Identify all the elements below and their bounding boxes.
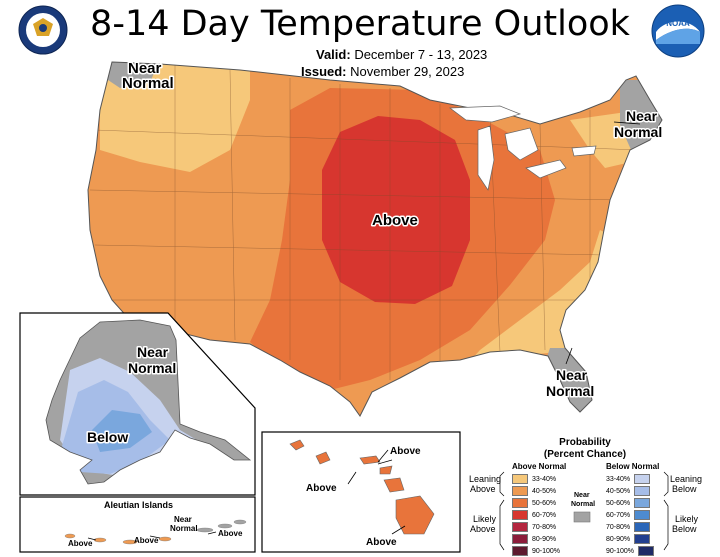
label-aleutian-above-3: Above bbox=[218, 529, 243, 538]
label-near-normal-se-1: Near bbox=[556, 367, 588, 383]
legend-above-bin-label: 40-50% bbox=[532, 487, 557, 495]
legend-near-normal-2: Normal bbox=[571, 501, 595, 508]
legend-above-bin-swatch bbox=[512, 474, 528, 484]
legend-below-bin-row: 90-100% bbox=[606, 546, 655, 556]
legend-above-header: Above Normal bbox=[512, 462, 567, 471]
legend-above-bin-row: 40-50% bbox=[512, 486, 557, 496]
legend-near-normal-1: Near bbox=[574, 492, 590, 499]
legend-below-bin-label: 40-50% bbox=[606, 487, 631, 495]
legend-above-bin-swatch bbox=[512, 546, 528, 556]
great-lakes bbox=[449, 105, 597, 191]
legend-likely-below-1: Likely bbox=[675, 514, 699, 524]
legend-below-bin-label: 80-90% bbox=[606, 535, 631, 543]
legend-below-bin-row: 50-60% bbox=[606, 498, 651, 508]
label-near-normal-nw-2: Normal bbox=[122, 75, 174, 92]
label-hawaii-above-2: Above bbox=[306, 483, 337, 494]
legend-above-bin-row: 60-70% bbox=[512, 510, 557, 520]
noaa-logo: NOAA bbox=[651, 4, 705, 58]
legend-above-bin-label: 50-60% bbox=[532, 499, 557, 507]
legend-leaning-below-2: Below bbox=[672, 484, 697, 494]
legend-below-bin-swatch bbox=[634, 498, 651, 508]
hawaii-inset bbox=[261, 431, 461, 553]
legend-below-bin-label: 60-70% bbox=[606, 511, 631, 519]
label-alaska-below: Below bbox=[87, 429, 128, 445]
label-alaska-near-normal-2: Normal bbox=[128, 360, 176, 376]
legend-above-bin-swatch bbox=[512, 522, 528, 532]
aleutian-inset bbox=[19, 496, 256, 553]
legend-above-bin-swatch bbox=[512, 510, 528, 520]
label-aleutian-near-normal-1: Near bbox=[174, 515, 192, 524]
legend-title-line-1: Probability bbox=[559, 437, 611, 448]
legend-below-bin-swatch bbox=[634, 474, 651, 484]
legend-below-bin-swatch bbox=[634, 534, 651, 544]
label-hawaii-above-3: Above bbox=[366, 537, 397, 548]
valid-value: December 7 - 13, 2023 bbox=[354, 47, 488, 62]
legend-above-bin-row: 33-40% bbox=[512, 474, 557, 484]
legend-likely-above-2: Above bbox=[470, 524, 496, 534]
legend-above-bin-swatch bbox=[512, 534, 528, 544]
legend-above-bin-row: 90-100% bbox=[512, 546, 561, 556]
legend-above-bin-label: 60-70% bbox=[532, 511, 557, 519]
legend-below-bin-label: 33-40% bbox=[606, 475, 631, 483]
legend-below-bin-label: 70-80% bbox=[606, 523, 631, 531]
issued-label: Issued: bbox=[301, 64, 347, 79]
alaska-inset bbox=[19, 312, 256, 496]
legend-likely-below-2: Below bbox=[672, 524, 697, 534]
legend-below-bin-swatch bbox=[638, 546, 655, 556]
legend-above-bin-label: 90-100% bbox=[532, 547, 561, 555]
legend-likely-above-1: Likely bbox=[473, 514, 497, 524]
label-aleutian-title: Aleutian Islands bbox=[104, 500, 173, 510]
legend-leaning-below-1: Leaning bbox=[670, 474, 702, 484]
label-near-normal-ne-2: Normal bbox=[614, 124, 662, 140]
label-alaska-near-normal-1: Near bbox=[137, 344, 169, 360]
label-aleutian-above-2: Above bbox=[134, 536, 159, 545]
legend-below-bin-label: 50-60% bbox=[606, 499, 631, 507]
legend-above-bin-swatch bbox=[512, 498, 528, 508]
legend-below-bin-label: 90-100% bbox=[606, 547, 635, 555]
label-near-normal-nw-1: Near bbox=[128, 60, 162, 77]
legend-below-bin-swatch bbox=[634, 510, 651, 520]
legend-leaning-above-2: Above bbox=[470, 484, 496, 494]
legend-above-bin-row: 70-80% bbox=[512, 522, 557, 532]
legend-below-bin-row: 70-80% bbox=[606, 522, 651, 532]
label-near-normal-ne-1: Near bbox=[626, 108, 658, 124]
label-aleutian-near-normal-2: Normal bbox=[170, 524, 198, 533]
legend-below-bin-row: 33-40% bbox=[606, 474, 651, 484]
label-near-normal-se-2: Normal bbox=[546, 383, 594, 399]
legend-below-bin-row: 60-70% bbox=[606, 510, 651, 520]
legend-title-line-2: (Percent Chance) bbox=[543, 449, 627, 460]
legend-below-bin-swatch bbox=[634, 522, 651, 532]
legend-leaning-above-1: Leaning bbox=[469, 474, 501, 484]
legend-above-bin-swatch bbox=[512, 486, 528, 496]
legend-below-bin-row: 80-90% bbox=[606, 534, 651, 544]
page-title: 8-14 Day Temperature Outlook bbox=[90, 4, 630, 44]
issued-line: Issued: November 29, 2023 bbox=[301, 64, 464, 80]
legend-above-bin-label: 80-90% bbox=[532, 535, 557, 543]
legend-above-bin-row: 80-90% bbox=[512, 534, 557, 544]
valid-label: Valid: bbox=[316, 47, 351, 62]
legend-below-bin-row: 40-50% bbox=[606, 486, 651, 496]
label-above-center: Above bbox=[372, 212, 418, 229]
label-aleutian-above-1: Above bbox=[68, 539, 93, 548]
legend-above-bin-row: 50-60% bbox=[512, 498, 557, 508]
doc-seal-logo bbox=[18, 5, 68, 55]
label-hawaii-above-1: Above bbox=[390, 446, 421, 457]
legend-above-bin-label: 70-80% bbox=[532, 523, 557, 531]
legend-near-normal-swatch bbox=[573, 511, 591, 523]
conus-outline bbox=[87, 61, 663, 417]
legend-below-bin-swatch bbox=[634, 486, 651, 496]
legend-below-header: Below Normal bbox=[606, 462, 660, 471]
legend-title: Probability (Percent Chance) bbox=[510, 437, 660, 461]
valid-line: Valid: December 7 - 13, 2023 bbox=[316, 47, 487, 63]
legend-above-bin-label: 33-40% bbox=[532, 475, 557, 483]
svg-text:NOAA: NOAA bbox=[666, 19, 690, 28]
issued-value: November 29, 2023 bbox=[350, 64, 465, 79]
